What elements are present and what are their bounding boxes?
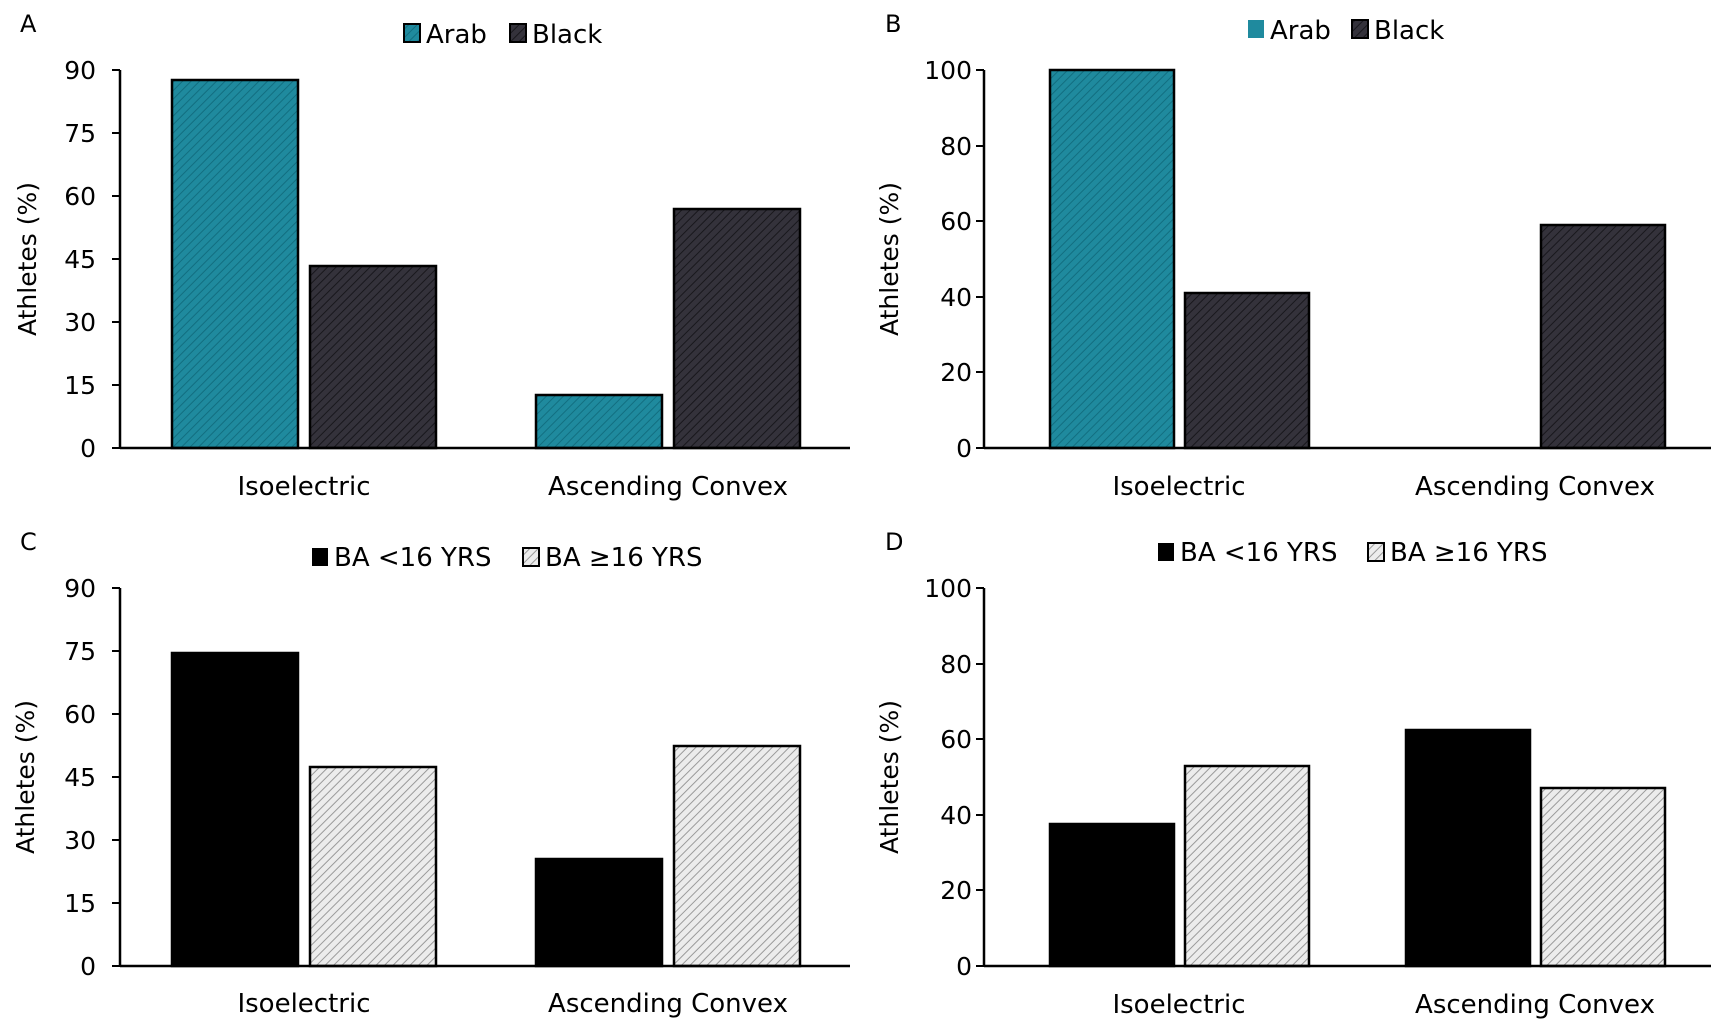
y-tick-label: 60 xyxy=(64,182,96,211)
y-tick-label: 60 xyxy=(940,725,972,754)
legend: Arab Black xyxy=(1248,16,1444,46)
y-tick-label: 100 xyxy=(924,574,972,603)
bar-arab-isoelectric xyxy=(1048,68,1176,450)
panel-a: A Arab Black 0 15 30 45 60 75 90 Athlete… xyxy=(13,10,850,502)
y-tick-label: 90 xyxy=(64,56,96,85)
legend-label-ba-16-plus: BA ≥16 YRS xyxy=(545,543,702,573)
y-tick-label: 30 xyxy=(64,826,96,855)
panel-b: B Arab Black 0 20 40 60 80 100 Athletes … xyxy=(875,10,1711,502)
bar-ba-16-plus-ascending-convex xyxy=(672,744,802,968)
bar-ba-under-16-isoelectric xyxy=(1048,822,1176,968)
x-category-label: Isoelectric xyxy=(1112,990,1245,1020)
y-tick-label: 0 xyxy=(956,434,972,463)
y-tick-label: 45 xyxy=(64,763,96,792)
legend-swatch-ba-16-plus xyxy=(522,547,540,567)
y-tick-label: 15 xyxy=(64,371,96,400)
panel-label: C xyxy=(20,528,37,556)
y-axis: 0 15 30 45 60 75 90 Athletes (%) xyxy=(13,56,122,463)
bar-ba-under-16-ascending-convex xyxy=(534,857,664,968)
y-tick-label: 40 xyxy=(940,283,972,312)
legend-label-black: Black xyxy=(532,20,602,50)
y-tick-label: 20 xyxy=(940,358,972,387)
y-tick-label: 80 xyxy=(940,650,972,679)
y-tick-label: 0 xyxy=(80,434,96,463)
legend-label-ba-under-16: BA <16 YRS xyxy=(1180,538,1337,568)
legend-label-ba-16-plus: BA ≥16 YRS xyxy=(1390,538,1547,568)
y-tick-label: 75 xyxy=(64,637,96,666)
y-axis: 0 15 30 45 60 75 90 Athletes (%) xyxy=(11,574,122,981)
legend-label-black: Black xyxy=(1374,16,1444,46)
y-axis: 0 20 40 60 80 100 Athletes (%) xyxy=(875,56,986,463)
y-tick-label: 15 xyxy=(64,889,96,918)
legend-swatch-ba-under-16 xyxy=(1158,543,1174,561)
bar-black-isoelectric xyxy=(308,264,438,450)
y-tick-label: 100 xyxy=(924,56,972,85)
legend-swatch-arab xyxy=(403,23,421,43)
y-axis-title: Athletes (%) xyxy=(11,700,40,854)
legend-swatch-arab xyxy=(1248,20,1264,38)
y-axis-title: Athletes (%) xyxy=(875,182,904,336)
y-axis-title: Athletes (%) xyxy=(875,700,904,854)
bar-black-isoelectric xyxy=(1183,291,1311,450)
legend-swatch-ba-under-16 xyxy=(312,548,328,566)
panel-c: C BA <16 YRS BA ≥16 YRS 0 15 30 45 60 75… xyxy=(11,528,850,1019)
bar-arab-isoelectric xyxy=(170,78,300,450)
x-category-label: Ascending Convex xyxy=(548,472,788,502)
panel-label: B xyxy=(885,10,901,38)
legend-label-arab: Arab xyxy=(1270,16,1331,46)
bar-arab-ascending-convex xyxy=(534,393,664,450)
legend-swatch-black xyxy=(1351,19,1369,39)
bar-ba-16-plus-ascending-convex xyxy=(1539,786,1667,968)
y-tick-label: 45 xyxy=(64,245,96,274)
y-tick-label: 75 xyxy=(64,119,96,148)
y-tick-label: 60 xyxy=(64,700,96,729)
x-category-label: Ascending Convex xyxy=(1415,990,1655,1020)
y-tick-label: 30 xyxy=(64,308,96,337)
legend-label-arab: Arab xyxy=(426,20,487,50)
x-category-label: Ascending Convex xyxy=(1415,472,1655,502)
x-category-label: Ascending Convex xyxy=(548,989,788,1019)
y-axis-title: Athletes (%) xyxy=(13,182,42,336)
x-category-label: Isoelectric xyxy=(1112,472,1245,502)
legend: BA <16 YRS BA ≥16 YRS xyxy=(1158,538,1547,568)
y-tick-label: 80 xyxy=(940,132,972,161)
bar-ba-under-16-isoelectric xyxy=(170,651,300,968)
y-tick-label: 0 xyxy=(956,952,972,981)
panel-d: D BA <16 YRS BA ≥16 YRS 0 20 40 60 80 10… xyxy=(875,528,1711,1020)
bar-ba-under-16-ascending-convex xyxy=(1404,728,1532,968)
legend-swatch-black xyxy=(509,23,527,43)
panel-label: D xyxy=(885,528,903,556)
bar-ba-16-plus-isoelectric xyxy=(1183,764,1311,968)
y-tick-label: 0 xyxy=(80,952,96,981)
y-axis: 0 20 40 60 80 100 Athletes (%) xyxy=(875,574,986,981)
y-tick-label: 60 xyxy=(940,207,972,236)
bar-ba-16-plus-isoelectric xyxy=(308,765,438,968)
legend-swatch-ba-16-plus xyxy=(1367,542,1385,562)
x-category-label: Isoelectric xyxy=(237,472,370,502)
bar-black-ascending-convex xyxy=(672,207,802,450)
bar-black-ascending-convex xyxy=(1539,223,1667,450)
y-tick-label: 20 xyxy=(940,876,972,905)
x-category-label: Isoelectric xyxy=(237,989,370,1019)
y-tick-label: 90 xyxy=(64,574,96,603)
legend: BA <16 YRS BA ≥16 YRS xyxy=(312,543,702,573)
legend-label-ba-under-16: BA <16 YRS xyxy=(334,543,491,573)
legend: Arab Black xyxy=(403,20,602,50)
y-tick-label: 40 xyxy=(940,801,972,830)
panel-label: A xyxy=(20,10,37,38)
